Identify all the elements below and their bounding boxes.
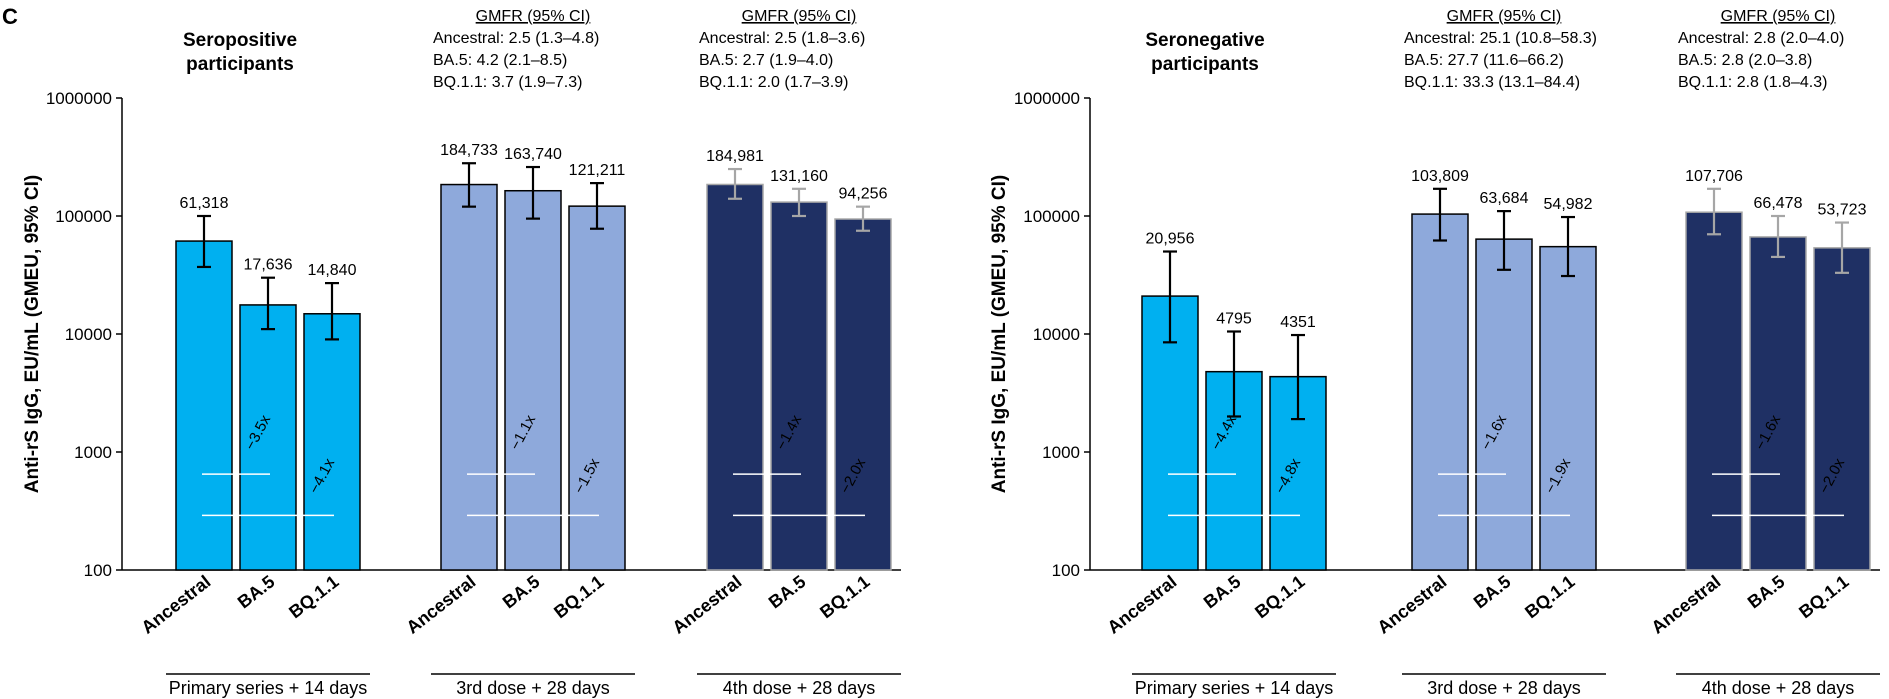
gmfr-line: BQ.1.1: 2.8 (1.8–4.3) xyxy=(1678,74,1827,91)
x-tick-label: BA.5 xyxy=(234,571,279,612)
gmfr-line: BA.5: 27.7 (11.6–66.2) xyxy=(1404,52,1564,69)
y-axis-label: Anti-rS IgG, EU/mL (GMEU, 95% CI) xyxy=(22,175,43,493)
x-tick-label: BQ.1.1 xyxy=(1795,571,1852,622)
data-label: 61,318 xyxy=(180,195,229,212)
gmfr-line: Ancestral: 2.8 (2.0–4.0) xyxy=(1678,30,1844,47)
bar xyxy=(303,313,361,571)
group-label: 3rd dose + 28 days xyxy=(456,678,610,698)
bar xyxy=(440,183,498,571)
x-tick-label: BQ.1.1 xyxy=(816,571,873,622)
chart-title-line: participants xyxy=(186,54,294,75)
bar-group-1: 20,956Ancestral4795BA.54351BQ.1.1−4.4x−4… xyxy=(1103,231,1336,698)
x-tick-label: BQ.1.1 xyxy=(1521,571,1578,622)
bar-group-3: 107,706Ancestral66,478BA.553,723BQ.1.1−1… xyxy=(1647,8,1880,698)
gmfr-line: BQ.1.1: 3.7 (1.9–7.3) xyxy=(433,74,582,91)
data-label: 54,982 xyxy=(1544,196,1593,213)
gmfr-line: BA.5: 4.2 (2.1–8.5) xyxy=(433,52,567,69)
bar xyxy=(1411,213,1469,571)
x-tick-label: Ancestral xyxy=(402,571,479,637)
gmfr-line: Ancestral: 2.5 (1.3–4.8) xyxy=(433,30,599,47)
panel-letter: C xyxy=(2,4,18,29)
gmfr-line: Ancestral: 2.5 (1.8–3.6) xyxy=(699,30,865,47)
x-tick-label: BQ.1.1 xyxy=(285,571,342,622)
data-label: 184,981 xyxy=(706,148,764,165)
y-tick-label: 100 xyxy=(84,561,112,580)
y-tick-label: 100 xyxy=(1052,561,1080,580)
y-tick-label: 100000 xyxy=(55,207,112,226)
data-label: 14,840 xyxy=(308,262,357,279)
data-label: 107,706 xyxy=(1685,168,1743,185)
group-label: 3rd dose + 28 days xyxy=(1427,678,1581,698)
group-label: Primary series + 14 days xyxy=(1135,678,1334,698)
y-tick-label: 10000 xyxy=(1033,325,1080,344)
charts-layer: Seropositive participants Anti-rS IgG, EU/… xyxy=(22,8,1880,698)
bar xyxy=(1685,211,1743,571)
bar xyxy=(1749,236,1807,571)
data-label: 53,723 xyxy=(1818,202,1867,219)
x-tick-label: Ancestral xyxy=(137,571,214,637)
x-tick-label: Ancestral xyxy=(1373,571,1450,637)
bar-group-3: 184,981Ancestral131,160BA.594,256BQ.1.1−… xyxy=(668,8,901,698)
gmfr-header: GMFR (95% CI) xyxy=(476,8,591,25)
x-tick-label: BA.5 xyxy=(499,571,544,612)
y-tick-label: 1000 xyxy=(1042,443,1080,462)
gmfr-line: BA.5: 2.7 (1.9–4.0) xyxy=(699,52,833,69)
data-label: 184,733 xyxy=(440,142,498,159)
bar xyxy=(504,189,562,571)
bar xyxy=(1813,247,1871,571)
chart-panel-1: Seropositive participants Anti-rS IgG, EU/… xyxy=(22,8,901,698)
gmfr-header: GMFR (95% CI) xyxy=(742,8,857,25)
y-tick-label: 10000 xyxy=(65,325,112,344)
data-label: 103,809 xyxy=(1411,168,1469,185)
bar xyxy=(568,205,626,571)
group-label: 4th dose + 28 days xyxy=(1702,678,1855,698)
y-tick-label: 100000 xyxy=(1023,207,1080,226)
x-tick-label: BA.5 xyxy=(765,571,810,612)
x-tick-label: Ancestral xyxy=(668,571,745,637)
bar xyxy=(175,240,233,571)
chart-title-line: Seropositive xyxy=(183,30,297,51)
y-axis-label: Anti-rS IgG, EU/mL (GMEU, 95% CI) xyxy=(989,175,1010,493)
data-label: 4795 xyxy=(1216,310,1252,327)
x-tick-label: BQ.1.1 xyxy=(550,571,607,622)
group-label: 4th dose + 28 days xyxy=(723,678,876,698)
x-tick-label: BA.5 xyxy=(1200,571,1245,612)
data-label: 63,684 xyxy=(1480,190,1529,207)
gmfr-line: BQ.1.1: 2.0 (1.7–3.9) xyxy=(699,74,848,91)
data-label: 121,211 xyxy=(569,162,626,179)
gmfr-line: BA.5: 2.8 (2.0–3.8) xyxy=(1678,52,1812,69)
data-label: 131,160 xyxy=(770,168,828,185)
x-tick-label: BA.5 xyxy=(1744,571,1789,612)
data-label: 94,256 xyxy=(839,186,888,203)
gmfr-line: Ancestral: 25.1 (10.8–58.3) xyxy=(1404,30,1597,47)
data-label: 66,478 xyxy=(1754,195,1803,212)
chart-panel-2: Seronegative participants Anti-rS IgG, EU/… xyxy=(989,8,1880,698)
bar xyxy=(1475,238,1533,571)
bar xyxy=(770,201,828,571)
bar-group-2: 184,733 Ancestral 163,740 BA.5 121,211 BQ.1.1… xyxy=(402,8,635,698)
x-tick-label: Ancestral xyxy=(1103,571,1180,637)
gmfr-line: BQ.1.1: 33.3 (13.1–84.4) xyxy=(1404,74,1580,91)
group-label: Primary series + 14 days xyxy=(169,678,368,698)
x-tick-label: BA.5 xyxy=(1470,571,1515,612)
chart-title-line: Seronegative xyxy=(1145,30,1264,51)
data-label: 163,740 xyxy=(504,146,562,163)
x-tick-label: BQ.1.1 xyxy=(1251,571,1308,622)
x-tick-label: Ancestral xyxy=(1647,571,1724,637)
y-tick-label: 1000 xyxy=(74,443,112,462)
y-tick-label: 1000000 xyxy=(1014,89,1080,108)
bar xyxy=(834,218,892,571)
data-label: 17,636 xyxy=(244,257,293,274)
bar xyxy=(1539,245,1597,571)
bar xyxy=(706,183,764,571)
y-tick-label: 1000000 xyxy=(46,89,112,108)
data-label: 4351 xyxy=(1280,314,1316,331)
bar-group-1: 61,318Ancestral17,636BA.514,840BQ.1.1−3.… xyxy=(137,195,370,698)
data-label: 20,956 xyxy=(1146,231,1195,248)
bar-group-2: 103,809Ancestral63,684BA.554,982BQ.1.1−1… xyxy=(1373,8,1606,698)
gmfr-header: GMFR (95% CI) xyxy=(1447,8,1562,25)
chart-title-line: participants xyxy=(1151,54,1259,75)
gmfr-header: GMFR (95% CI) xyxy=(1721,8,1836,25)
